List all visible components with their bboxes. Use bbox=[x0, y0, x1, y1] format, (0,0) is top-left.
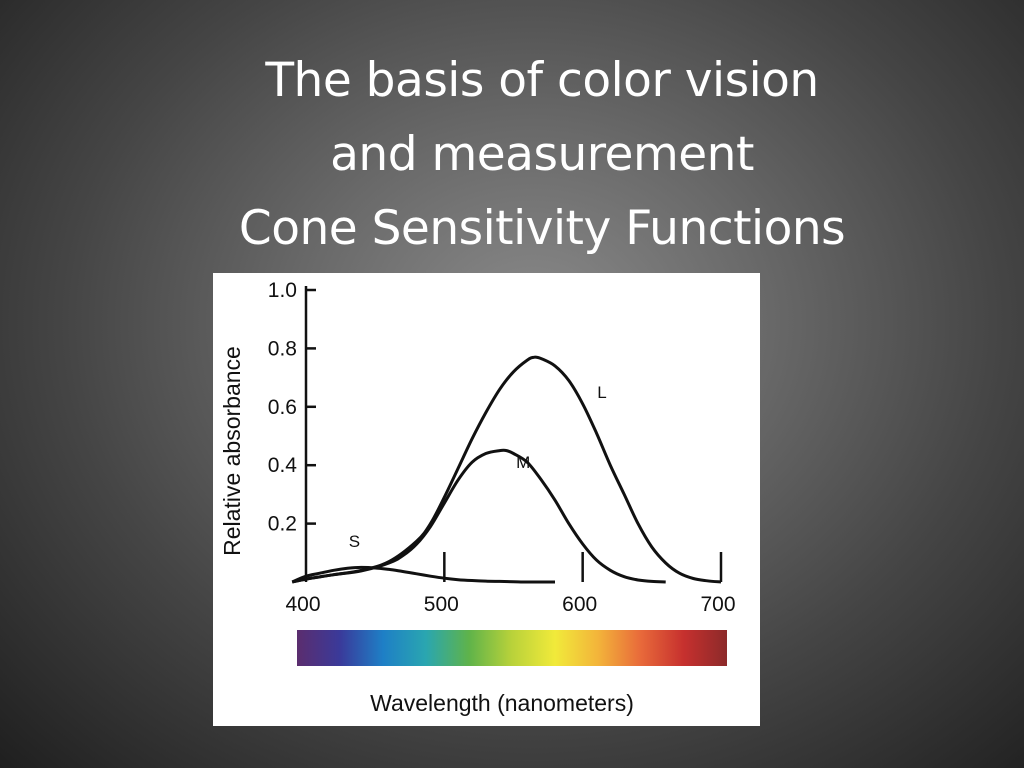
labels-layer: S M L bbox=[349, 383, 607, 551]
chart-panel: 0.2 0.4 0.6 0.8 1.0 400 500 600 700 S M L Waveleng… bbox=[213, 273, 760, 726]
series-line-l bbox=[291, 355, 722, 584]
slide-title-line-3: Cone Sensitivity Functions bbox=[238, 201, 846, 256]
axes-layer: 0.2 0.4 0.6 0.8 1.0 400 500 600 700 bbox=[268, 279, 736, 616]
y-tick-label: 0.6 bbox=[268, 396, 297, 419]
y-axis-title: Relative absorbance bbox=[219, 346, 245, 556]
series-label-s: S bbox=[349, 532, 360, 551]
slide-title: The basis of color vision and measuremen… bbox=[60, 44, 1024, 266]
slide-title-line-1: The basis of color vision bbox=[265, 53, 819, 108]
y-tick-label: 0.2 bbox=[268, 513, 297, 536]
x-tick-label: 400 bbox=[285, 593, 320, 616]
series-label-l: L bbox=[597, 383, 606, 402]
y-tick-label: 0.8 bbox=[268, 337, 297, 360]
x-axis-title: Wavelength (nanometers) bbox=[370, 690, 634, 716]
series-line-s bbox=[291, 565, 555, 584]
series-layer bbox=[291, 355, 722, 584]
spectrum-bar bbox=[297, 630, 727, 666]
x-tick-label: 700 bbox=[700, 593, 735, 616]
y-tick-label: 0.4 bbox=[268, 454, 298, 477]
y-tick-label: 1.0 bbox=[268, 279, 297, 302]
x-tick-label: 600 bbox=[562, 593, 597, 616]
series-label-m: M bbox=[516, 453, 530, 472]
x-tick-label: 500 bbox=[424, 593, 459, 616]
series-line-m bbox=[291, 448, 666, 584]
cone-sensitivity-chart: 0.2 0.4 0.6 0.8 1.0 400 500 600 700 S M L Waveleng… bbox=[219, 279, 736, 716]
slide-title-line-2: and measurement bbox=[330, 127, 754, 182]
